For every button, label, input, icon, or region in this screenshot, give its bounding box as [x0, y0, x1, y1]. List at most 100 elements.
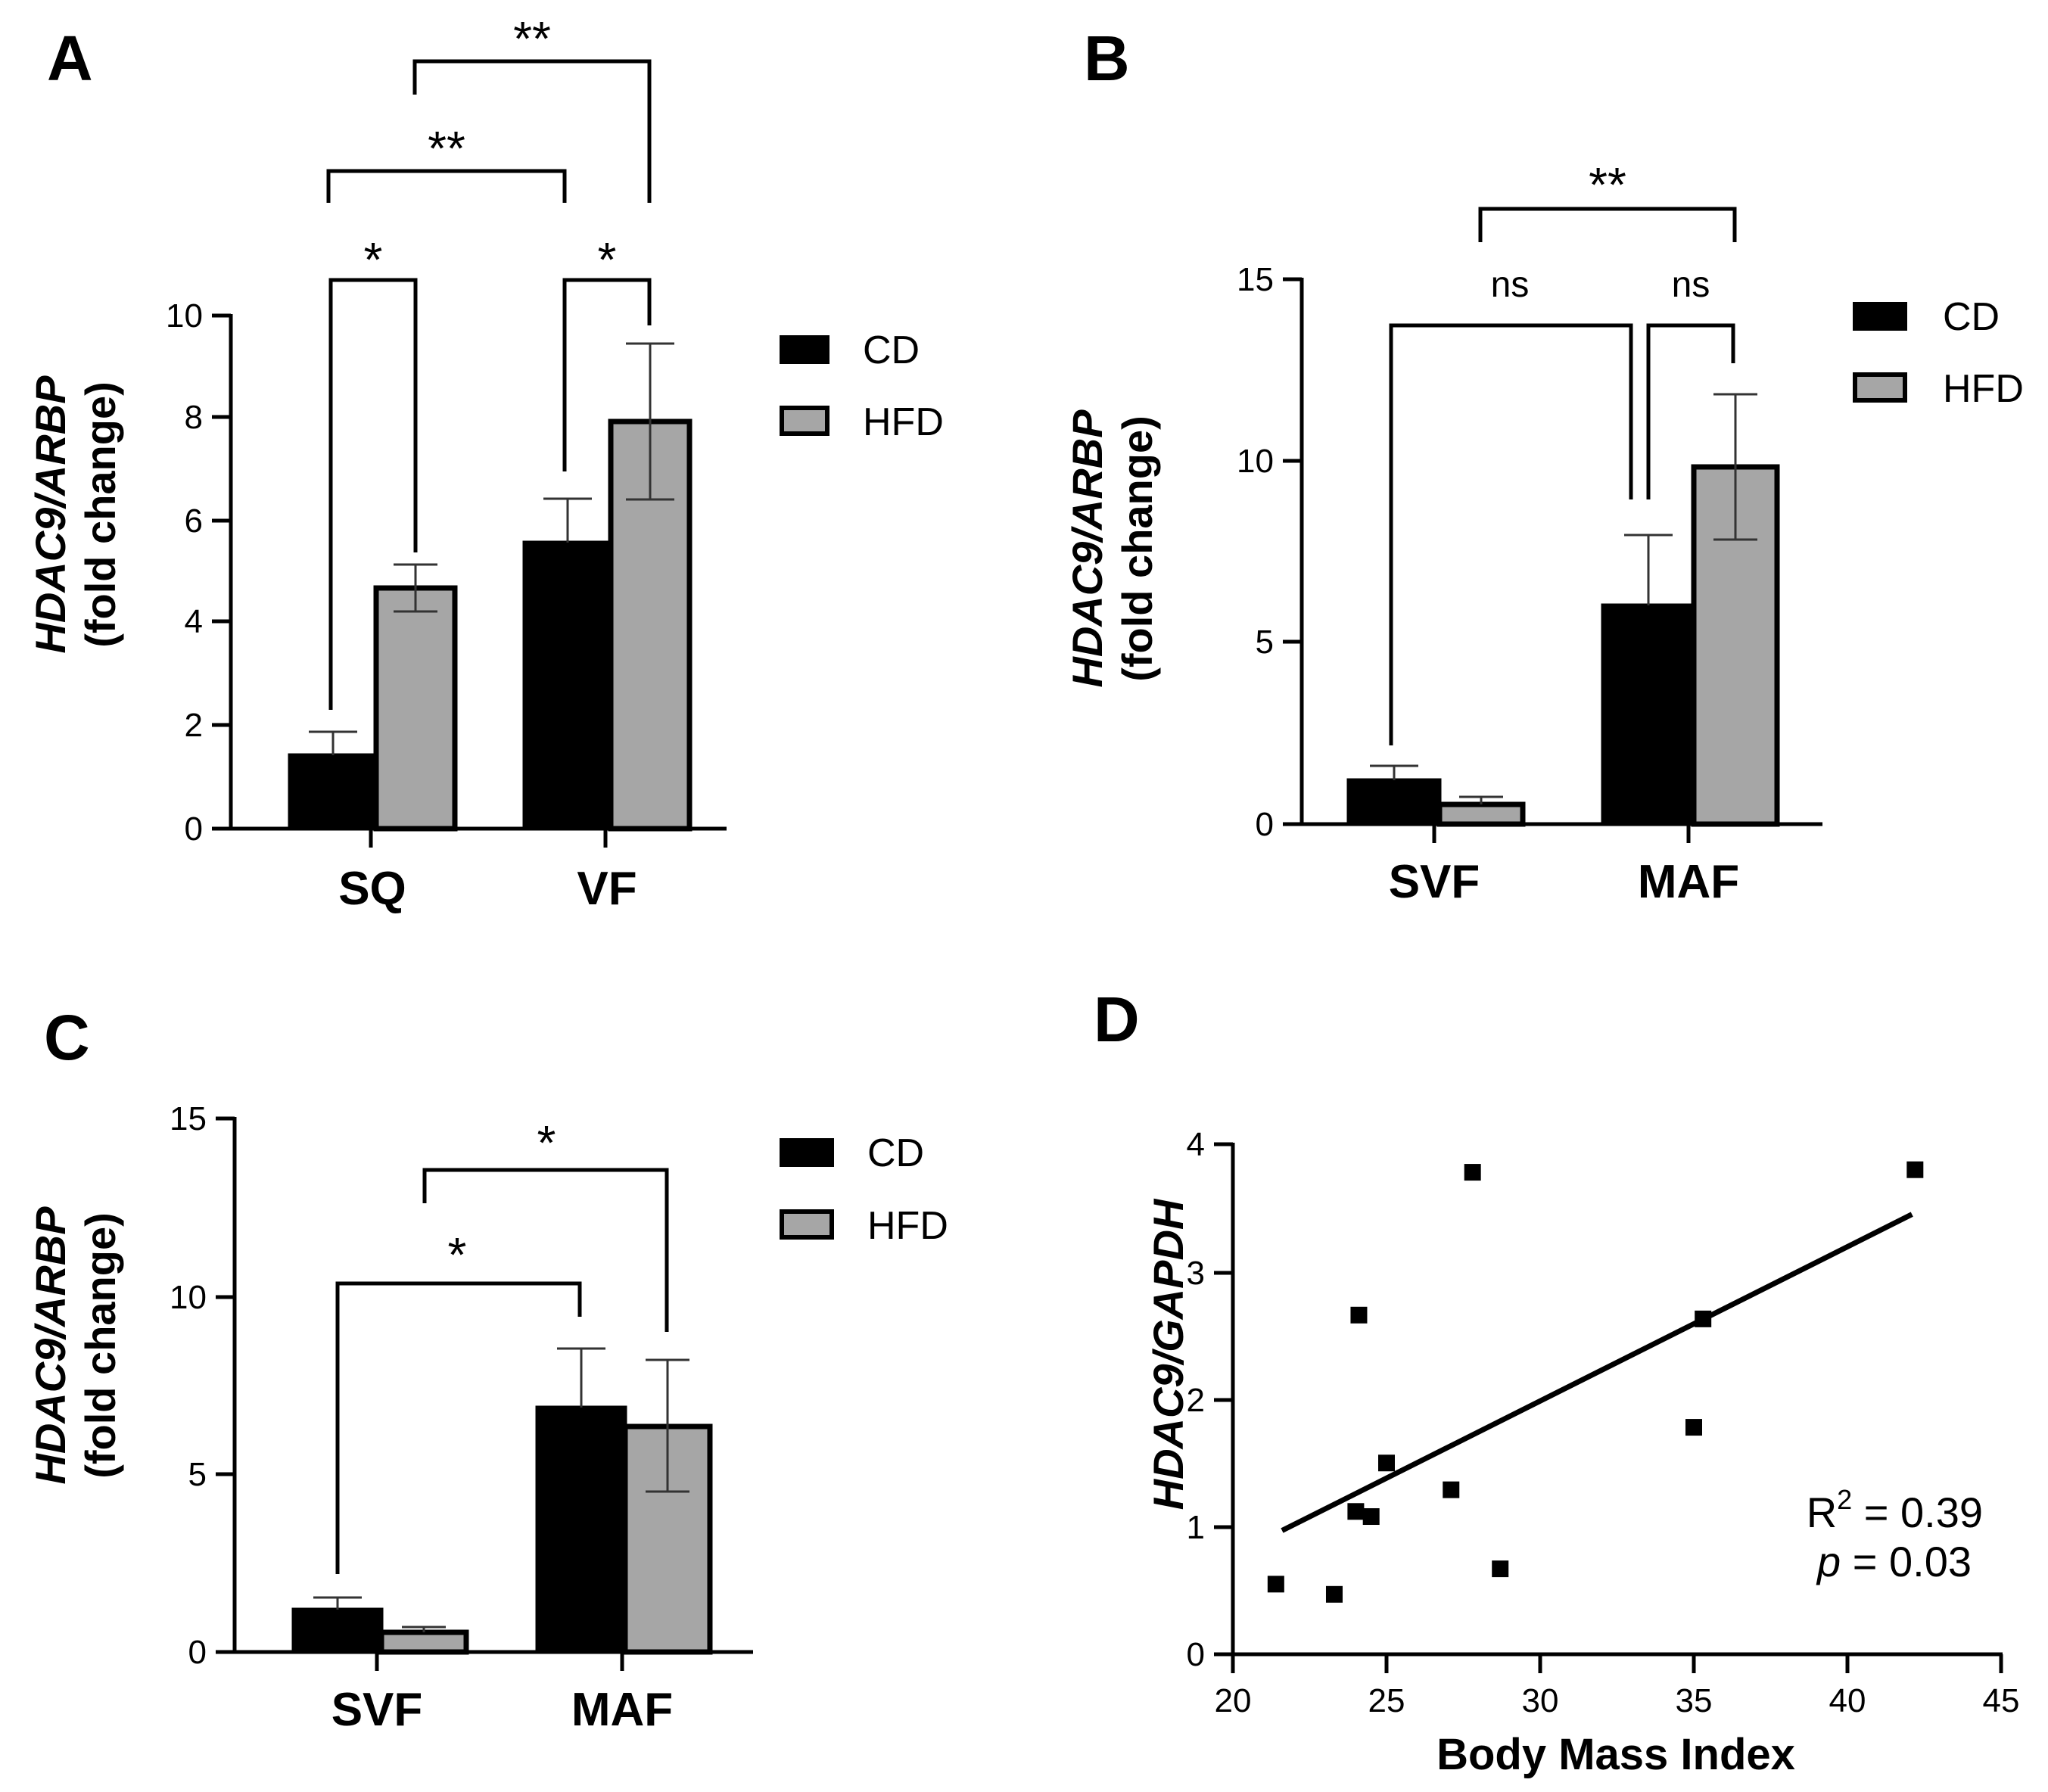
panel-d-point-12	[1906, 1161, 1924, 1178]
panel-b-bar-maf-cd	[1601, 603, 1696, 826]
panel-c-legend: CD HFD	[780, 1131, 948, 1248]
panel-a-bracket-sq-label: *	[364, 232, 383, 287]
panel-a-legend-swatch-hfd	[780, 406, 829, 436]
panel-d-point-9	[1492, 1560, 1509, 1578]
panel-d-ylabel-gene: HDAC9/GAPDH	[1144, 1198, 1192, 1510]
panel-a-category-sq: SQ	[338, 863, 406, 915]
panel-c-errbar-svf-hfd	[402, 1626, 446, 1632]
panel-a-yaxis: 0 2 4 6 8 10	[166, 297, 233, 848]
panel-a-errbar-vf-cd	[543, 497, 592, 543]
panel-d-r-prefix: R	[1807, 1489, 1837, 1536]
panel-d-xlabel: Body Mass Index	[1436, 1730, 1795, 1779]
panel-c-ylabel-gene: HDAC9/ARBP	[26, 1206, 74, 1485]
panel-d-ylabel: HDAC9/GAPDH	[1144, 1198, 1192, 1510]
panel-d-ytick-0: 0	[1187, 1636, 1205, 1673]
panel-d-p-symbol: p	[1816, 1538, 1841, 1585]
panel-a-bracket-sq	[328, 278, 418, 710]
panel-a-legend-label-cd: CD	[863, 328, 920, 372]
panel-b-bracket-cd-label: ns	[1491, 265, 1530, 305]
panel-b-errbar-maf-cd	[1624, 534, 1673, 605]
panel-d-point-7	[1443, 1481, 1460, 1498]
panel-c-category-svf: SVF	[331, 1684, 423, 1736]
panel-d-point-4	[1350, 1306, 1368, 1324]
panel-a-errbar-sq-hfd	[394, 563, 437, 613]
panel-d-point-3	[1347, 1503, 1365, 1520]
panel-d-xtick-30: 30	[1522, 1682, 1559, 1719]
panel-c-bars	[291, 1405, 713, 1655]
panel-a-bracket-cd	[326, 169, 567, 203]
panel-a-ylabel: HDAC9/ARBP (fold change)	[26, 375, 124, 654]
panel-d-xtick-40: 40	[1829, 1682, 1866, 1719]
panel-a-category-vf: VF	[577, 863, 636, 915]
panel-b-ylabel: HDAC9/ARBP (fold change)	[1063, 409, 1161, 688]
panel-a-ytick-8: 8	[185, 399, 203, 436]
panel-d-point-5	[1362, 1508, 1380, 1526]
panel-c-ytick-15: 15	[170, 1100, 207, 1137]
panel-c-errbar-maf-hfd	[646, 1358, 689, 1493]
panel-c-bar-maf-cd	[535, 1405, 627, 1654]
panel-c-legend-swatch-cd	[780, 1138, 834, 1167]
panel-d-xtick-45: 45	[1983, 1682, 2020, 1719]
panel-b-legend: CD HFD	[1853, 295, 2024, 411]
panel-b-errbar-svf-hfd	[1459, 795, 1503, 804]
panel-c-bar-svf-cd	[291, 1607, 384, 1654]
panel-a-bracket-vf	[562, 278, 652, 471]
panel-d-xtick-35: 35	[1676, 1682, 1713, 1719]
panel-c-errbar-maf-cd	[557, 1347, 605, 1408]
panel-d-xtick-20: 20	[1215, 1682, 1252, 1719]
panel-c-bracket-hfd-label: *	[537, 1115, 556, 1170]
panel-d-point-6	[1378, 1454, 1395, 1472]
panel-a-significance: * * ** **	[326, 11, 652, 710]
panel-b-bar-svf-cd	[1346, 778, 1442, 826]
panel-b-legend-swatch-hfd	[1853, 372, 1907, 403]
panel-b-legend-label-hfd: HFD	[1943, 367, 2024, 411]
panel-d-ytick-2: 2	[1187, 1382, 1205, 1419]
panel-c-category-maf: MAF	[571, 1684, 673, 1736]
panel-a-ytick-2: 2	[185, 707, 203, 744]
panel-b-errbar-maf-hfd	[1713, 393, 1757, 541]
panel-a-ytick-0: 0	[185, 810, 203, 848]
panel-b-bar-svf-hfd	[1436, 801, 1526, 827]
panel-c-ylabel: HDAC9/ARBP (fold change)	[26, 1206, 124, 1485]
panel-b-ytick-10: 10	[1237, 443, 1274, 480]
panel-b-bracket-maf-label: ns	[1672, 265, 1710, 305]
panel-c-ylabel-unit: (fold change)	[76, 1212, 124, 1479]
panel-c-legend-swatch-hfd	[780, 1209, 834, 1240]
panel-c-legend-label-hfd: HFD	[867, 1204, 948, 1248]
panel-a-legend-label-hfd: HFD	[863, 400, 944, 444]
panel-b-significance: ns ns **	[1389, 157, 1737, 745]
panel-c-significance: * *	[335, 1115, 669, 1574]
panel-a-ytick-6: 6	[185, 502, 203, 540]
panel-d-point-8	[1464, 1164, 1481, 1181]
panel-letter-c: C	[44, 1002, 90, 1073]
panel-d-r-value: = 0.39	[1852, 1489, 1983, 1536]
panel-letter-d: D	[1094, 984, 1140, 1055]
panel-b-ylabel-unit: (fold change)	[1113, 415, 1161, 682]
panel-a-bracket-hfd-label: **	[513, 11, 551, 66]
panel-d-stats: R2 = 0.39 p = 0.03	[1807, 1484, 1983, 1585]
panel-a-bar-sq-hfd	[373, 585, 458, 832]
panel-c-bar-svf-hfd	[378, 1629, 469, 1655]
panel-d-xaxis: 20 25 30 35 40 45 Body Mass Index	[1215, 1652, 2020, 1779]
panel-c-xaxis: SVF MAF	[233, 1650, 753, 1736]
panel-a-bracket-hfd	[412, 59, 652, 203]
panel-b-legend-label-cd: CD	[1943, 295, 2000, 339]
panel-a-errbar-vf-hfd	[626, 342, 674, 501]
panel-d-p-value: p = 0.03	[1816, 1538, 1972, 1585]
panel-c-yaxis: 0 5 10 15	[170, 1100, 237, 1671]
panel-d: D HDAC9/GAPDH 0 1 2 3 4 20 25	[1094, 984, 2019, 1779]
panel-letter-a: A	[47, 23, 93, 94]
panel-d-p-number: = 0.03	[1841, 1538, 1972, 1585]
panel-a-bars	[288, 418, 693, 832]
panel-b-yaxis: 0 5 10 15	[1237, 261, 1304, 843]
panel-d-ytick-1: 1	[1187, 1509, 1205, 1546]
panel-c: C HDAC9/ARBP (fold change) 0 5 10 15 SVF…	[26, 1002, 948, 1736]
panel-b-category-svf: SVF	[1389, 856, 1480, 908]
panel-c-ytick-5: 5	[188, 1456, 207, 1493]
panel-b-ytick-15: 15	[1237, 261, 1274, 298]
panel-d-point-1	[1267, 1576, 1284, 1593]
panel-b-bracket-maf	[1646, 323, 1735, 499]
panel-c-errbar-svf-cd	[313, 1596, 362, 1610]
panel-b-bracket-cd	[1389, 323, 1633, 745]
